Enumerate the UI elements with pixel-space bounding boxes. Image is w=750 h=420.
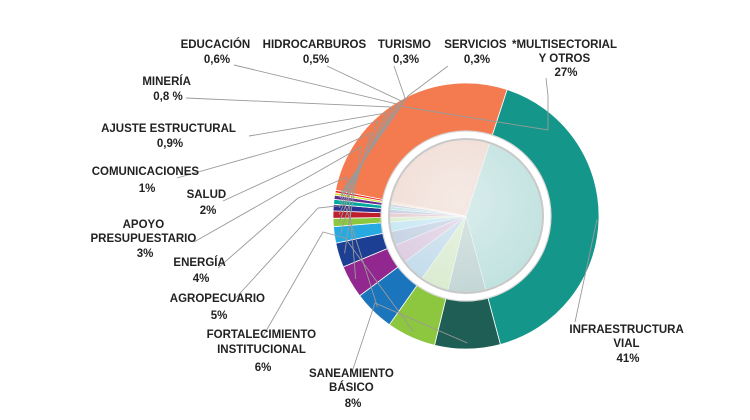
leader-multisectorial-y-otros [401,77,549,131]
leader-apoyo-presupuestario [193,146,362,254]
label-educacion: EDUCACIÓN 0,6% [181,38,254,66]
center-lens [380,130,552,302]
leader-energia [217,176,357,279]
label-comunicaciones: COMUNICACIONES 1% [92,166,203,195]
leader-lines [176,64,598,373]
leader-comunicaciones [176,120,379,223]
leader-servicios [340,65,449,193]
leader-mineria [185,97,393,209]
label-infraestructura-vial: INFRAESTRUCTURA VIAL 41% [569,324,686,365]
label-salud: SALUD 2% [187,189,230,217]
label-saneamiento-basico: SANEAMIENTO BÁSICO 8% [309,368,397,410]
label-turismo: TURISMO 0,3% [378,39,434,66]
label-hidrocarburos: HIDROCARBUROS 0,5% [263,39,370,66]
leader-fortalecimiento-institucional [261,231,414,339]
label-energia: ENERGÍA 4% [173,256,228,285]
leader-saneamiento-basico [351,302,468,373]
label-mineria: MINERÍA 0,8 % [142,75,193,103]
label-ajuste-estructural: AJUSTE ESTRUCTURAL 0,9% [101,123,239,150]
leader-salud [222,132,372,235]
label-apoyo-presupuestario: APOYO PRESUPUESTARIO 3% [90,219,199,260]
label-fortalecimiento-institucional: FORTALECIMIENTO INSTITUCIONAL 6% [207,329,320,374]
label-multisectorial: *MULTISECTORIAL Y OTROS 27% [512,39,620,79]
leader-ajuste-estructural [248,112,387,215]
leader-agropecuario [231,204,378,308]
label-agropecuario: AGROPECUARIO 5% [170,293,268,322]
leader-infraestructura-vial [574,219,598,323]
label-servicios: SERVICIOS 0,3% [444,39,510,66]
leader-educacion [233,64,398,203]
